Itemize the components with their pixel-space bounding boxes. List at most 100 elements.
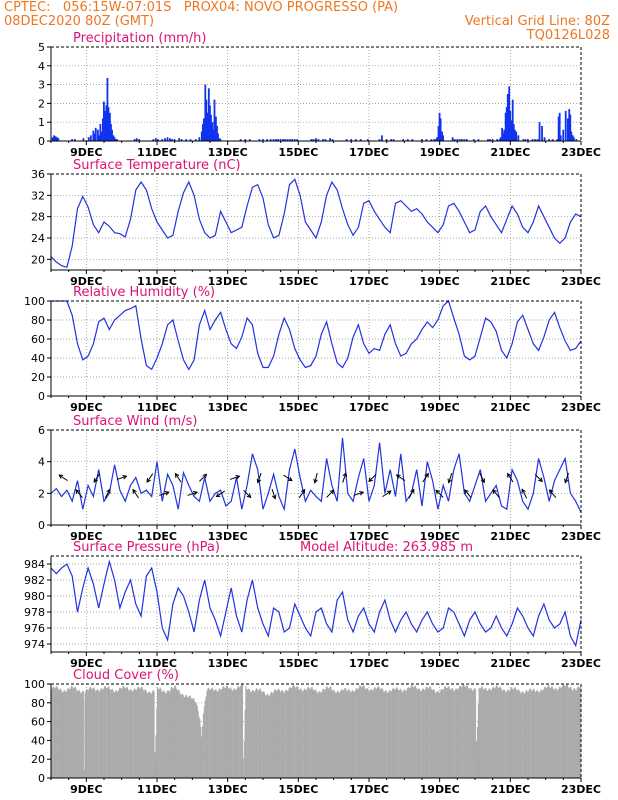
- wind-arrow-head: [287, 476, 293, 482]
- cloud-column: [246, 688, 248, 778]
- y-tick-label: 978: [24, 606, 45, 619]
- x-tick-label: 19DEC: [420, 783, 460, 796]
- wind-arrow: [146, 473, 154, 483]
- cloud-column: [485, 688, 487, 778]
- cloud-column: [573, 688, 576, 778]
- precip-bar: [508, 86, 511, 141]
- precip-bar: [244, 139, 247, 141]
- wind-arrow-shaft: [464, 489, 472, 499]
- x-tick-label: 17DEC: [349, 783, 389, 796]
- cloud-column: [538, 692, 540, 778]
- cloud-column: [158, 688, 160, 778]
- cloud-column: [141, 687, 144, 778]
- cloud-column: [251, 690, 253, 778]
- wind-arrow-head: [202, 473, 208, 479]
- y-tick-label: 20: [31, 371, 45, 384]
- cloud-column: [383, 691, 385, 778]
- precip-bar: [430, 139, 433, 141]
- precip-bar: [282, 139, 284, 141]
- cloud-column: [139, 688, 141, 778]
- cloud-column: [530, 690, 532, 778]
- wind-arrow: [447, 472, 453, 484]
- precip-bar: [74, 139, 76, 141]
- precip-bar: [87, 137, 90, 141]
- precip-bar: [354, 139, 357, 141]
- cloud-column: [78, 689, 80, 778]
- cloud-column: [66, 689, 68, 778]
- wind-arrow: [368, 473, 377, 483]
- cloud-column: [235, 690, 237, 778]
- cloud-column: [308, 688, 311, 778]
- wind-arrow-shaft: [298, 489, 306, 499]
- wind-arrow: [104, 488, 111, 499]
- cloud-column: [240, 686, 242, 778]
- cloud-column: [135, 690, 137, 778]
- x-tick-label: 19DEC: [420, 146, 460, 159]
- precip-bar: [559, 135, 562, 141]
- cloud-column: [228, 689, 230, 778]
- precip-bar: [527, 139, 529, 141]
- x-tick-label: 9DEC: [70, 530, 102, 543]
- cloud-column: [80, 693, 82, 778]
- cloud-column: [504, 690, 506, 778]
- wind-arrow-shaft: [229, 475, 240, 480]
- precip-bar: [215, 116, 217, 141]
- cloud-column: [313, 690, 315, 778]
- cloud-column: [201, 736, 203, 778]
- y-tick-label: 974: [24, 638, 45, 651]
- cloud-column: [519, 690, 521, 778]
- precip-bar: [54, 136, 57, 141]
- cloud-column: [558, 686, 560, 778]
- cloud-column: [117, 691, 119, 778]
- cloud-column: [370, 688, 372, 778]
- y-tick-label: 100: [24, 678, 45, 691]
- wind-arrow: [116, 475, 128, 480]
- cloud-column: [498, 687, 500, 778]
- cloud-column: [358, 687, 360, 778]
- series-line: [51, 299, 582, 371]
- cloud-column: [550, 688, 552, 778]
- cloud-column: [325, 686, 327, 778]
- cloud-column: [466, 685, 468, 778]
- precip-bar: [509, 110, 512, 141]
- cloud-column: [279, 691, 281, 778]
- cloud-column: [85, 689, 87, 778]
- precip-bar: [438, 112, 441, 141]
- precip-bar: [114, 139, 117, 141]
- cloud-column: [59, 688, 61, 778]
- precip-bar: [570, 131, 573, 141]
- cloud-column: [389, 689, 391, 778]
- x-tick-label: 21DEC: [490, 275, 530, 288]
- cloud-column: [536, 689, 538, 778]
- cloud-column: [76, 691, 78, 778]
- precip-bar: [504, 112, 507, 141]
- cloud-column: [422, 688, 424, 778]
- x-tick-label: 23DEC: [561, 783, 601, 796]
- header-grid-note: Vertical Grid Line: 80Z: [464, 14, 610, 29]
- precip-bar: [210, 114, 212, 141]
- precip-bar: [322, 139, 324, 141]
- y-tick-label: 36: [31, 168, 45, 181]
- precip-bar: [205, 99, 208, 141]
- cloud-column: [155, 735, 157, 778]
- cloud-column: [229, 687, 231, 778]
- cloud-column: [264, 695, 266, 778]
- cloud-column: [270, 693, 272, 778]
- cloud-column: [169, 691, 171, 778]
- cloud-column: [145, 690, 147, 778]
- precip-bar: [116, 139, 118, 141]
- cloud-column: [204, 700, 206, 778]
- wind-arrow: [534, 473, 543, 483]
- cloud-column: [108, 686, 110, 778]
- cloud-column: [315, 689, 317, 778]
- cloud-column: [577, 686, 579, 778]
- cloud-column: [517, 689, 519, 778]
- cloud-column: [468, 689, 470, 778]
- cloud-column: [208, 687, 210, 778]
- cloud-column: [556, 689, 558, 778]
- cloud-column: [109, 689, 111, 778]
- cloud-column: [422, 688, 424, 778]
- cloud-column: [230, 687, 232, 778]
- cloud-column: [535, 690, 538, 778]
- cloud-column: [188, 695, 190, 778]
